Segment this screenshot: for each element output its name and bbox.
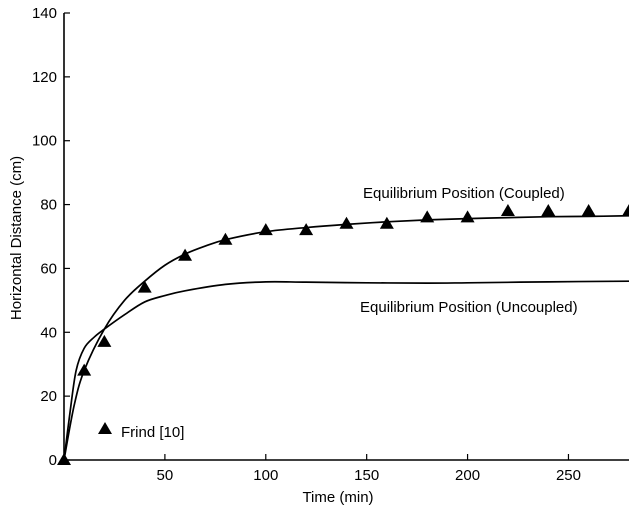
- y-tick-label-80: 80: [40, 197, 57, 214]
- y-tick-label-120: 120: [32, 69, 57, 86]
- x-tick-label-100: 100: [253, 467, 278, 484]
- y-tick-label-0: 0: [49, 452, 57, 469]
- axes: [63, 13, 629, 461]
- frind-point-12: [500, 203, 515, 216]
- x-axis-title: Time (min): [302, 489, 373, 506]
- frind-point-13: [541, 203, 556, 216]
- y-tick-label-100: 100: [32, 133, 57, 150]
- frind-point-5: [218, 232, 233, 245]
- x-tick-label-250: 250: [556, 467, 581, 484]
- frind-point-14: [581, 203, 596, 216]
- frind-point-4: [178, 248, 193, 261]
- series-layer: [63, 214, 629, 461]
- ticks: 0 20 40 60 80 100 120 140 50 100 150 200 250: [32, 5, 581, 484]
- x-tick-label-50: 50: [157, 467, 174, 484]
- legend-label: Frind [10]: [121, 424, 184, 441]
- frind-point-15: [622, 203, 629, 216]
- uncoupled-annotation: Equilibrium Position (Uncoupled): [360, 299, 578, 316]
- frind-point-1: [77, 363, 92, 376]
- frind-point-2: [97, 334, 112, 347]
- frind-point-7: [299, 223, 314, 236]
- legend-triangle-marker: [98, 422, 112, 434]
- y-tick-label-40: 40: [40, 324, 57, 341]
- y-tick-label-140: 140: [32, 5, 57, 22]
- plot-background: [64, 13, 629, 460]
- y-tick-label-20: 20: [40, 388, 57, 405]
- frind-point-10: [420, 210, 435, 223]
- y-axis-title: Horizontal Distance (cm): [8, 156, 25, 320]
- frind-point-6: [258, 223, 273, 236]
- plot-area: [64, 13, 629, 460]
- frind-point-11: [460, 210, 475, 223]
- markers-layer: [57, 203, 629, 466]
- frind-point-0: [57, 453, 71, 466]
- series-line-equilibrium-position-uncoupled: [63, 280, 629, 461]
- x-tick-label-200: 200: [455, 467, 480, 484]
- frind-point-8: [339, 216, 354, 229]
- frind-point-3: [137, 280, 152, 293]
- coupled-annotation: Equilibrium Position (Coupled): [363, 185, 565, 202]
- series-line-equilibrium-position-coupled: [63, 214, 629, 461]
- y-tick-label-60: 60: [40, 260, 57, 277]
- frind-point-9: [379, 216, 394, 229]
- x-tick-label-150: 150: [354, 467, 379, 484]
